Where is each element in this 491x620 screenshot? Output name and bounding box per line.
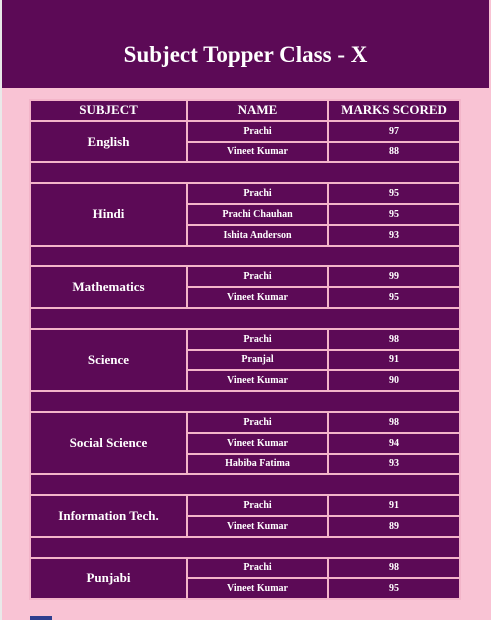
name-cell: Ishita Anderson [188,225,327,245]
subject-cell: Science [31,329,186,391]
table-row: Ishita Anderson 93 [31,225,459,245]
subject-cell: Mathematics [31,267,186,307]
subject-cell: Information Tech. [31,496,186,536]
name-cell: Vineet Kumar [188,288,327,307]
column-header: SUBJECT [31,101,186,120]
header: Subject Topper Class - X [2,0,489,88]
column-header: NAME [188,101,327,120]
table-body: English Prachi 97 Vineet Kumar 88 Hindi Prachi… [31,121,459,599]
spacer-row [31,392,459,411]
table-row: Vineet Kumar 88 [31,142,459,162]
spacer-cell [31,246,459,266]
marks-cell: 95 [329,288,459,307]
marks-cell: 91 [329,350,459,370]
spacer-cell [31,392,459,411]
name-cell: Prachi [188,496,327,515]
spacer-row [31,163,459,183]
marks-cell: 95 [329,204,459,224]
spacer-cell [31,475,459,495]
name-cell: Vineet Kumar [188,579,327,599]
name-cell: Pranjal [188,350,327,370]
marks-cell: 93 [329,225,459,245]
marks-cell: 95 [329,579,459,599]
marks-cell: 97 [329,121,459,141]
name-cell: Prachi [188,412,327,432]
spacer-cell [31,537,459,557]
spacer-cell [31,163,459,183]
spacer-cell [31,308,459,328]
subject-cell: Social Science [31,412,186,474]
spacer-row [31,246,459,266]
name-cell: Prachi [188,558,327,578]
name-cell: Prachi [188,267,327,287]
table-row: Habiba Fatima 93 [31,454,459,474]
table-row: Vineet Kumar 95 [31,288,459,307]
edge [0,0,2,620]
table-row: Mathematics Prachi 99 [31,267,459,307]
marks-cell: 99 [329,267,459,287]
table-row: Hindi Prachi 95 [31,184,459,245]
table-row: English Prachi 97 [31,121,459,162]
marks-cell: 88 [329,142,459,162]
name-cell: Habiba Fatima [188,454,327,474]
table-row: Punjabi Prachi 98 [31,558,459,599]
table-row: Social Science Prachi 98 [31,412,459,474]
table-row: Vineet Kumar 89 [31,516,459,536]
table-row: Vineet Kumar 90 [31,371,459,391]
marks-cell: 90 [329,371,459,391]
table-row: Vineet Kumar 94 [31,433,459,453]
table-row: Vineet Kumar 95 [31,579,459,599]
name-cell: Vineet Kumar [188,516,327,536]
marks-cell: 98 [329,329,459,349]
marks-cell: 98 [329,412,459,432]
subject-cell: English [31,121,186,162]
header-row: SUBJECT NAME MARKS SCORED [31,101,459,120]
name-cell: Prachi [188,184,327,203]
marks-cell: 89 [329,516,459,536]
marks-cell: 94 [329,433,459,453]
marks-cell: 98 [329,558,459,578]
marks-cell: 93 [329,454,459,474]
title: Subject Topper Class - X [123,42,368,67]
name-cell: Vineet Kumar [188,433,327,453]
spacer-row [31,308,459,328]
name-cell: Prachi Chauhan [188,204,327,224]
spacer-row [31,537,459,557]
name-cell: Vineet Kumar [188,142,327,162]
name-cell: Vineet Kumar [188,371,327,391]
name-cell: Prachi [188,329,327,349]
table-row: Information Tech. Prachi 91 [31,496,459,536]
subject-cell: Punjabi [31,558,186,599]
marks-cell: 91 [329,496,459,515]
name-cell: Prachi [188,121,327,141]
topper-table: SUBJECT NAME MARKS SCORED English Prachi 97 V… [29,99,461,601]
table-row: Prachi Chauhan 95 [31,204,459,224]
table-row: Science Prachi 98 [31,329,459,391]
icon [30,616,52,620]
subject-cell: Hindi [31,184,186,245]
marks-cell: 95 [329,184,459,203]
spacer-row [31,475,459,495]
table-row: Pranjal 91 [31,350,459,370]
column-header: MARKS SCORED [329,101,459,120]
